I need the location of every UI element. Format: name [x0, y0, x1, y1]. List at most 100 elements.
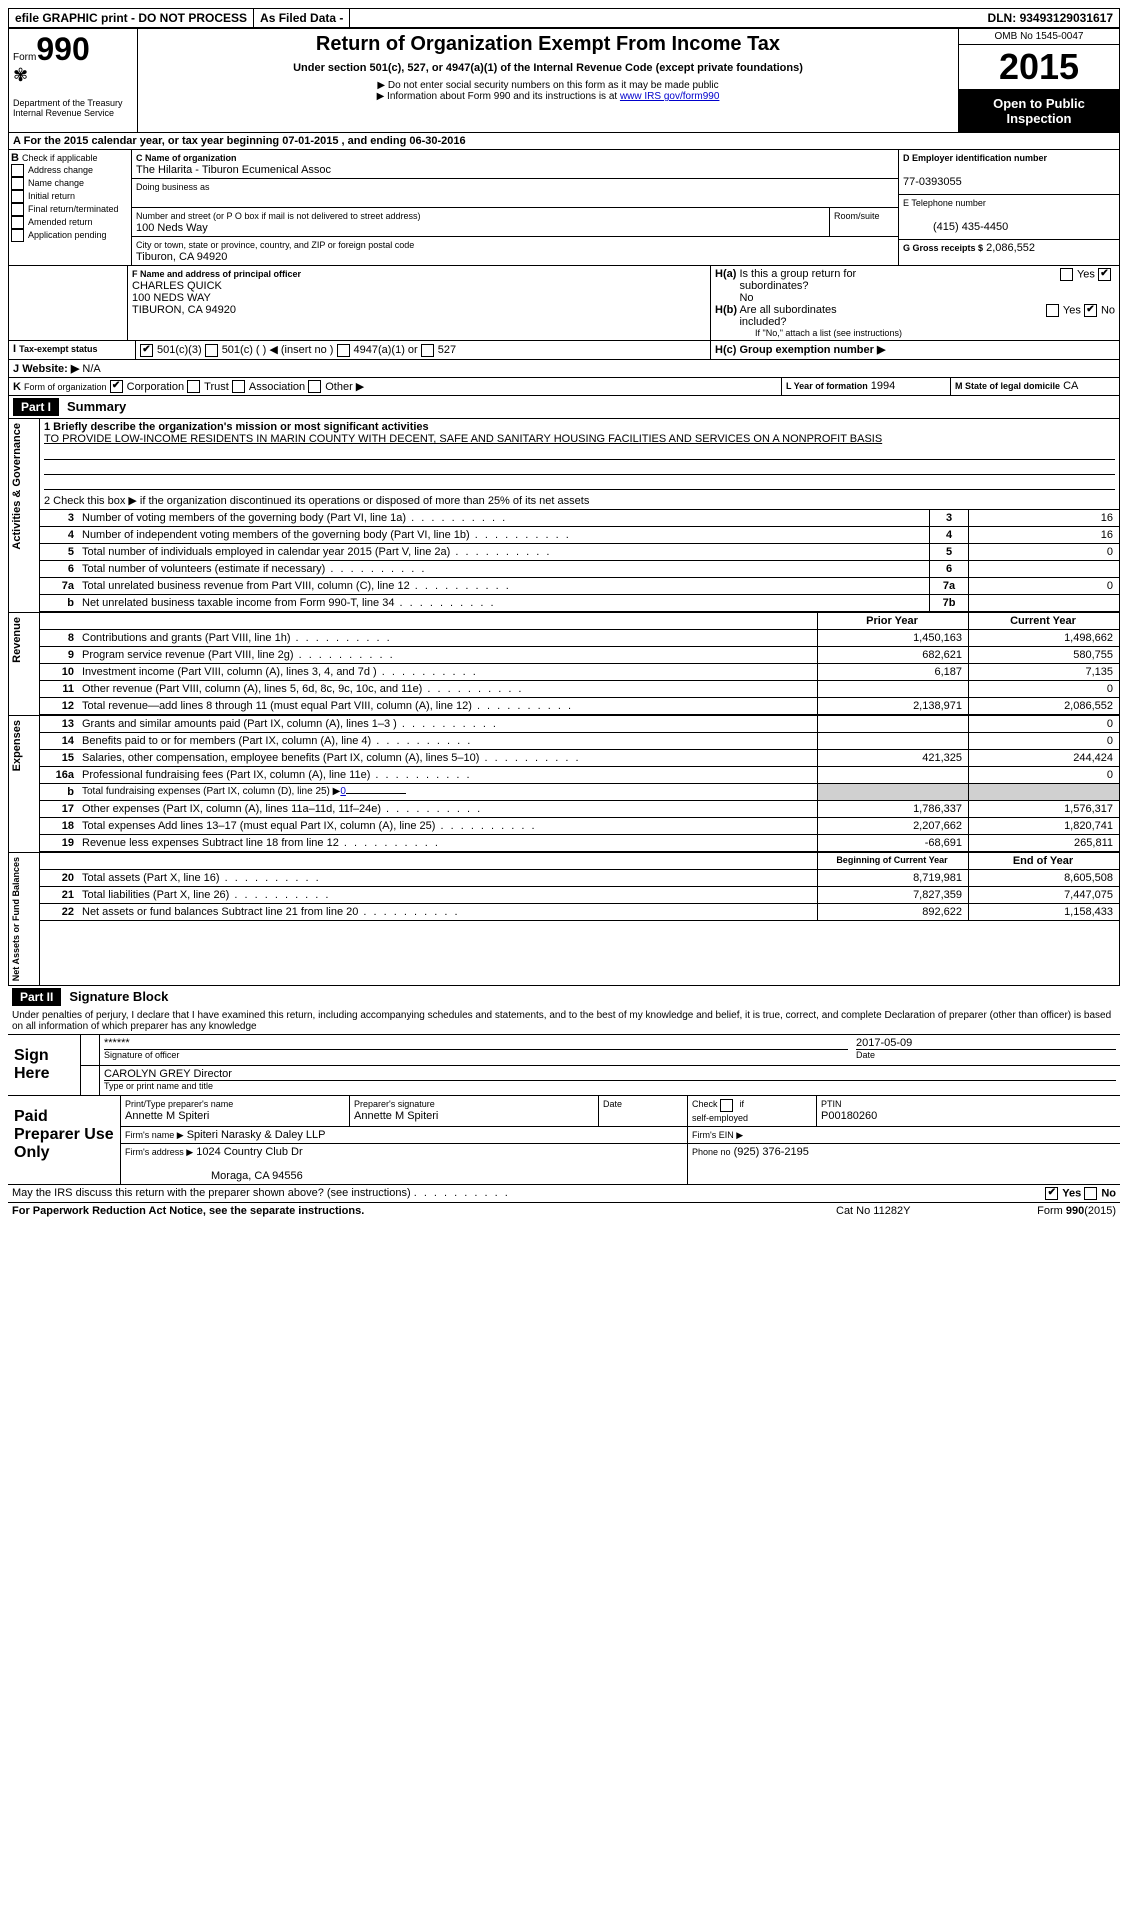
org-name: The Hilarita - Tiburon Ecumenical Assoc — [136, 164, 331, 176]
checkbox-name-change[interactable] — [11, 177, 24, 190]
checkbox-hb-yes[interactable] — [1046, 304, 1059, 317]
website: N/A — [82, 363, 100, 375]
governance-table: 3Number of voting members of the governi… — [40, 510, 1119, 612]
expenses-label: Expenses — [9, 716, 25, 775]
firm-name: Spiteri Narasky & Daley LLP — [187, 1129, 326, 1141]
checkbox-discuss-no[interactable] — [1084, 1187, 1097, 1200]
firm-address: 1024 Country Club Dr — [196, 1146, 302, 1158]
table-row: 3Number of voting members of the governi… — [40, 510, 1119, 527]
top-bar: efile GRAPHIC print - DO NOT PROCESS As … — [8, 8, 1120, 28]
checkbox-ha-yes[interactable] — [1060, 268, 1073, 281]
signature-date: 2017-05-09 — [856, 1037, 912, 1049]
table-row: 20Total assets (Part X, line 16)8,719,98… — [40, 870, 1119, 887]
form-label: Form — [13, 52, 36, 63]
table-row: 18Total expenses Add lines 13–17 (must e… — [40, 818, 1119, 835]
section-hc: H(c) Group exemption number ▶ — [715, 344, 885, 356]
form-number: 990 — [36, 31, 89, 67]
governance-label: Activities & Governance — [9, 419, 25, 554]
netassets-table: Beginning of Current YearEnd of Year 20T… — [40, 853, 1119, 921]
ein: 77-0393055 — [903, 176, 962, 188]
table-row: 16aProfessional fundraising fees (Part I… — [40, 767, 1119, 784]
table-row: 12Total revenue—add lines 8 through 11 (… — [40, 698, 1119, 715]
checkbox-application-pending[interactable] — [11, 229, 24, 242]
part-1: Part ISummary Activities & Governance 1 … — [8, 396, 1120, 986]
org-city: Tiburon, CA 94920 — [136, 251, 227, 263]
preparer-name: Annette M Spiteri — [125, 1110, 209, 1122]
mission-text: TO PROVIDE LOW-INCOME RESIDENTS IN MARIN… — [44, 433, 882, 445]
irs-label: Internal Revenue Service — [13, 108, 133, 118]
gross-receipts: 2,086,552 — [986, 242, 1035, 254]
section-h: H(a) Is this a group return for subordin… — [710, 266, 1119, 340]
table-row: 7aTotal unrelated business revenue from … — [40, 578, 1119, 595]
table-row: 11Other revenue (Part VIII, column (A), … — [40, 681, 1119, 698]
checkbox-final-return[interactable] — [11, 203, 24, 216]
officer-name: CAROLYN GREY Director — [104, 1068, 232, 1080]
checkbox-corporation[interactable] — [110, 380, 123, 393]
year-formation: 1994 — [871, 380, 895, 392]
table-row: 9Program service revenue (Part VIII, lin… — [40, 647, 1119, 664]
section-klm: K Form of organization Corporation Trust… — [9, 378, 1119, 396]
footer: For Paperwork Reduction Act Notice, see … — [8, 1203, 1120, 1219]
table-row: 13Grants and similar amounts paid (Part … — [40, 716, 1119, 733]
form-title: Return of Organization Exempt From Incom… — [142, 33, 954, 56]
revenue-table: Prior YearCurrent Year 8Contributions an… — [40, 613, 1119, 715]
subtitle-1: Under section 501(c), 527, or 4947(a)(1)… — [142, 62, 954, 74]
checkbox-initial-return[interactable] — [11, 190, 24, 203]
section-a: A For the 2015 calendar year, or tax yea… — [9, 133, 1119, 150]
dept-label: Department of the Treasury — [13, 98, 133, 108]
checkbox-other[interactable] — [308, 380, 321, 393]
table-row: 19Revenue less expenses Subtract line 18… — [40, 835, 1119, 852]
section-c: C Name of organizationThe Hilarita - Tib… — [132, 150, 898, 265]
instructions-link[interactable]: www IRS gov/form990 — [620, 91, 719, 102]
tax-year: 2015 — [959, 45, 1119, 90]
checkbox-address-change[interactable] — [11, 164, 24, 177]
checkbox-discuss-yes[interactable] — [1045, 1187, 1058, 1200]
asfiled-label: As Filed Data - — [254, 9, 350, 27]
checkbox-ha-no[interactable] — [1098, 268, 1111, 281]
section-i: I Tax-exempt status 501(c)(3) 501(c) ( )… — [9, 341, 1119, 360]
telephone: (415) 435-4450 — [903, 221, 1008, 233]
checkbox-4947[interactable] — [337, 344, 350, 357]
table-row: 14Benefits paid to or for members (Part … — [40, 733, 1119, 750]
cat-number: Cat No 11282Y — [836, 1205, 996, 1217]
sign-here-label: Sign Here — [8, 1035, 81, 1096]
omb-number: OMB No 1545-0047 — [959, 29, 1119, 45]
table-row: 4Number of independent voting members of… — [40, 527, 1119, 544]
table-row: 17Other expenses (Part IX, column (A), l… — [40, 801, 1119, 818]
checkbox-527[interactable] — [421, 344, 434, 357]
checkbox-self-employed[interactable] — [720, 1099, 733, 1112]
part-2: Part IISignature Block Under penalties o… — [8, 986, 1120, 1218]
revenue-label: Revenue — [9, 613, 25, 667]
dln: DLN: 93493129031617 — [982, 9, 1119, 27]
checkbox-hb-no[interactable] — [1084, 304, 1097, 317]
subtitle-2: ▶ Do not enter social security numbers o… — [142, 80, 954, 91]
section-j: J Website: ▶ N/A — [9, 360, 1119, 378]
open-inspection: Open to Public Inspection — [959, 90, 1119, 132]
expenses-table: 13Grants and similar amounts paid (Part … — [40, 716, 1119, 852]
section-b: B Check if applicable Address change Nam… — [9, 150, 132, 265]
checkbox-501c3[interactable] — [140, 344, 153, 357]
table-row: 22Net assets or fund balances Subtract l… — [40, 904, 1119, 921]
org-address: 100 Neds Way — [136, 222, 208, 234]
form-header: Form990 ✾ Department of the Treasury Int… — [8, 28, 1120, 396]
checkbox-501c[interactable] — [205, 344, 218, 357]
declaration-text: Under penalties of perjury, I declare th… — [8, 1008, 1120, 1034]
checkbox-trust[interactable] — [187, 380, 200, 393]
signature-block: Sign Here ******Signature of officer 201… — [8, 1034, 1120, 1096]
paid-preparer-block: Paid Preparer Use Only Print/Type prepar… — [8, 1096, 1120, 1184]
table-row: 8Contributions and grants (Part VIII, li… — [40, 630, 1119, 647]
discuss-row: May the IRS discuss this return with the… — [8, 1185, 1120, 1203]
paid-preparer-label: Paid Preparer Use Only — [8, 1096, 121, 1184]
table-row: 6Total number of volunteers (estimate if… — [40, 561, 1119, 578]
checkbox-association[interactable] — [232, 380, 245, 393]
checkbox-amended-return[interactable] — [11, 216, 24, 229]
netassets-label: Net Assets or Fund Balances — [9, 853, 23, 985]
table-row: 15Salaries, other compensation, employee… — [40, 750, 1119, 767]
table-row: 5Total number of individuals employed in… — [40, 544, 1119, 561]
table-row: 10Investment income (Part VIII, column (… — [40, 664, 1119, 681]
ptin: P00180260 — [821, 1110, 877, 1122]
section-deg: D Employer identification number77-03930… — [898, 150, 1119, 265]
table-row: bTotal fundraising expenses (Part IX, co… — [40, 784, 1119, 801]
efile-label: efile GRAPHIC print - DO NOT PROCESS — [9, 9, 254, 27]
table-row: bNet unrelated business taxable income f… — [40, 595, 1119, 612]
